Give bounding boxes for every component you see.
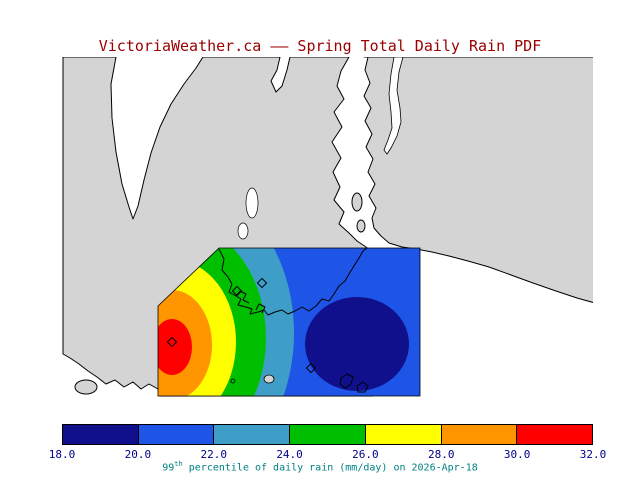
station-marker-diamond	[305, 362, 317, 374]
colorbar-tick-label: 32.0	[579, 448, 607, 461]
caption-superscript: th	[174, 460, 183, 468]
colorbar-segment	[63, 425, 139, 444]
station-marker-diamond	[256, 277, 268, 289]
colorbar	[62, 424, 593, 445]
colorbar-tick-label: 20.0	[124, 448, 152, 461]
water-channel	[383, 57, 404, 155]
colorbar-tick-label: 28.0	[428, 448, 455, 461]
station-marker-diamond	[166, 336, 178, 348]
caption-value: 99	[162, 462, 175, 474]
contour-domain-outline	[157, 247, 421, 397]
island	[356, 219, 366, 233]
lake	[237, 222, 249, 240]
island-outline	[339, 373, 354, 389]
station-markers	[166, 277, 317, 374]
island	[74, 379, 98, 395]
island-outline	[356, 381, 369, 393]
station-marker-diamond	[231, 285, 243, 297]
lake	[245, 187, 259, 219]
page-title: VictoriaWeather.ca –– Spring Total Daily…	[98, 37, 542, 55]
island	[263, 374, 275, 384]
island	[351, 192, 363, 212]
contour-field	[158, 248, 420, 396]
colorbar-tick-label: 18.0	[48, 448, 76, 461]
coastline-victoria	[218, 247, 368, 316]
island-outline	[230, 378, 236, 384]
colorbar-tick-label: 24.0	[276, 448, 303, 461]
colorbar-segment	[290, 425, 366, 444]
caption-text: percentile of daily rain (mm/day) on 202…	[182, 462, 478, 474]
colorbar-segment	[517, 425, 593, 444]
colorbar-tick-label: 26.0	[352, 448, 379, 461]
colorbar-tick-label: 22.0	[200, 448, 227, 461]
colorbar-segment	[214, 425, 291, 444]
coastline-harbour	[255, 303, 266, 314]
colorbar-tick-label: 30.0	[503, 448, 531, 461]
land-east	[363, 57, 593, 303]
caption: 99th percentile of daily rain (mm/day) o…	[0, 460, 640, 473]
contour-band-18-20	[305, 297, 409, 391]
colorbar-segment	[138, 425, 215, 444]
colorbar-segment	[365, 425, 442, 444]
coastline-harbour	[235, 290, 250, 304]
colorbar-segment	[441, 425, 518, 444]
